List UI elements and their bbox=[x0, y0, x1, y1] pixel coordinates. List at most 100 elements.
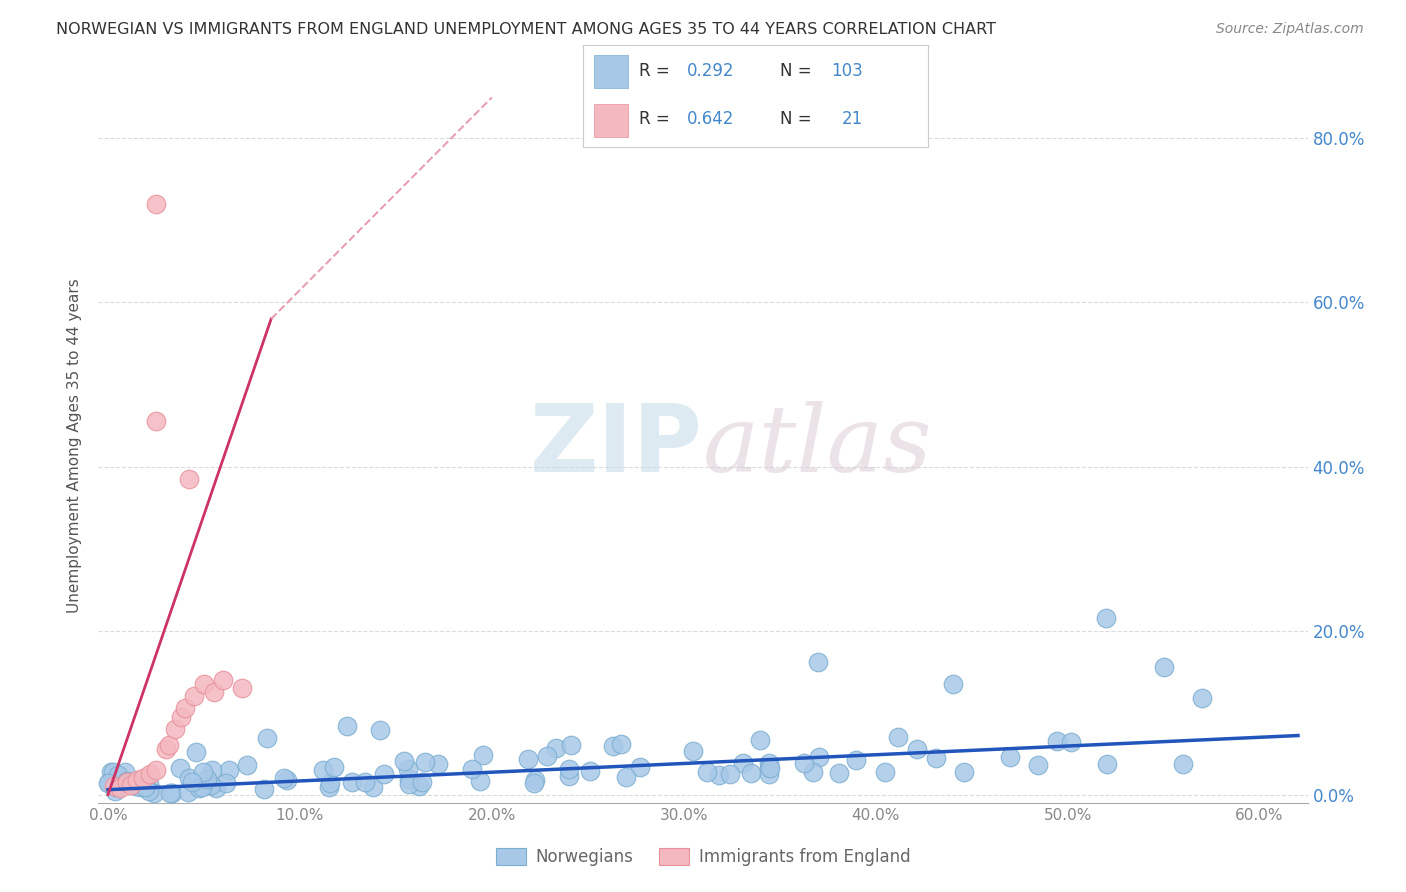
Point bbox=[173, 701, 195, 715]
Point bbox=[426, 756, 449, 771]
Point bbox=[558, 769, 581, 783]
Point bbox=[125, 779, 148, 793]
Point bbox=[177, 472, 200, 486]
Point bbox=[536, 748, 558, 763]
Point bbox=[560, 738, 582, 752]
Point bbox=[160, 786, 183, 800]
Point bbox=[370, 723, 392, 738]
Point bbox=[602, 739, 624, 754]
Text: atlas: atlas bbox=[703, 401, 932, 491]
Point bbox=[907, 742, 929, 756]
Point bbox=[97, 776, 120, 790]
Point bbox=[145, 763, 167, 777]
Point bbox=[183, 689, 205, 703]
Point bbox=[107, 768, 129, 782]
Point bbox=[138, 777, 160, 791]
Point bbox=[115, 775, 138, 789]
Point bbox=[101, 765, 124, 780]
Text: 103: 103 bbox=[831, 62, 863, 80]
Point bbox=[236, 758, 259, 772]
Point bbox=[200, 778, 222, 792]
Point bbox=[193, 677, 215, 691]
Point bbox=[793, 756, 815, 771]
Point bbox=[1171, 756, 1194, 771]
Point bbox=[104, 784, 127, 798]
Point bbox=[125, 772, 148, 787]
Point bbox=[610, 737, 633, 751]
Point bbox=[129, 780, 152, 795]
Text: NORWEGIAN VS IMMIGRANTS FROM ENGLAND UNEMPLOYMENT AMONG AGES 35 TO 44 YEARS CORR: NORWEGIAN VS IMMIGRANTS FROM ENGLAND UNE… bbox=[56, 22, 997, 37]
Point bbox=[98, 776, 121, 790]
Point bbox=[398, 776, 420, 790]
Point bbox=[1191, 690, 1213, 705]
Point bbox=[411, 774, 433, 789]
Point bbox=[1060, 735, 1083, 749]
Point bbox=[953, 764, 976, 779]
Point bbox=[193, 764, 215, 779]
Point bbox=[740, 765, 762, 780]
Point bbox=[471, 748, 494, 763]
Point bbox=[682, 743, 704, 757]
Point bbox=[120, 778, 142, 792]
Point bbox=[155, 742, 177, 756]
Point bbox=[517, 752, 540, 766]
Point bbox=[546, 740, 568, 755]
Point bbox=[523, 775, 546, 789]
Point bbox=[231, 681, 253, 695]
Point bbox=[801, 764, 824, 779]
Point bbox=[628, 760, 651, 774]
Point bbox=[524, 773, 547, 788]
Point bbox=[312, 764, 335, 778]
Point bbox=[396, 762, 419, 776]
Point bbox=[103, 780, 125, 794]
Point bbox=[139, 767, 162, 781]
Point bbox=[398, 772, 420, 786]
Point bbox=[191, 780, 214, 795]
Text: R =: R = bbox=[638, 62, 675, 80]
Point bbox=[318, 780, 340, 795]
Point bbox=[145, 414, 167, 428]
Point bbox=[461, 762, 484, 776]
Point bbox=[468, 773, 491, 788]
Point bbox=[828, 765, 851, 780]
Text: 21: 21 bbox=[842, 111, 863, 128]
Text: ZIP: ZIP bbox=[530, 400, 703, 492]
Point bbox=[1095, 756, 1118, 771]
Text: 0.642: 0.642 bbox=[688, 111, 734, 128]
Point bbox=[718, 766, 741, 780]
Text: N =: N = bbox=[780, 62, 817, 80]
Point bbox=[188, 780, 211, 795]
Point bbox=[195, 772, 218, 786]
Bar bbox=[593, 55, 628, 87]
Point bbox=[201, 763, 224, 777]
Point bbox=[212, 673, 235, 687]
Point bbox=[709, 768, 731, 782]
Point bbox=[354, 775, 377, 789]
Point bbox=[696, 765, 718, 780]
Point bbox=[758, 761, 780, 775]
Point bbox=[758, 756, 780, 770]
Point bbox=[340, 775, 363, 789]
Point bbox=[202, 685, 225, 699]
Text: R =: R = bbox=[638, 111, 675, 128]
Point bbox=[415, 755, 437, 769]
Point bbox=[758, 767, 780, 781]
Point bbox=[218, 763, 240, 777]
Point bbox=[578, 764, 600, 778]
Point bbox=[361, 780, 384, 794]
Point bbox=[143, 786, 166, 800]
Point bbox=[131, 771, 153, 785]
Point bbox=[186, 745, 208, 759]
Point bbox=[180, 775, 202, 789]
Point bbox=[197, 778, 219, 792]
Point bbox=[925, 751, 948, 765]
Point bbox=[105, 780, 128, 794]
Point bbox=[145, 197, 167, 211]
Point bbox=[108, 780, 131, 795]
Bar bbox=[593, 104, 628, 137]
Point bbox=[394, 754, 416, 768]
Point bbox=[205, 780, 228, 795]
Text: 0.292: 0.292 bbox=[688, 62, 734, 80]
Point bbox=[100, 765, 122, 780]
Point bbox=[318, 776, 340, 790]
